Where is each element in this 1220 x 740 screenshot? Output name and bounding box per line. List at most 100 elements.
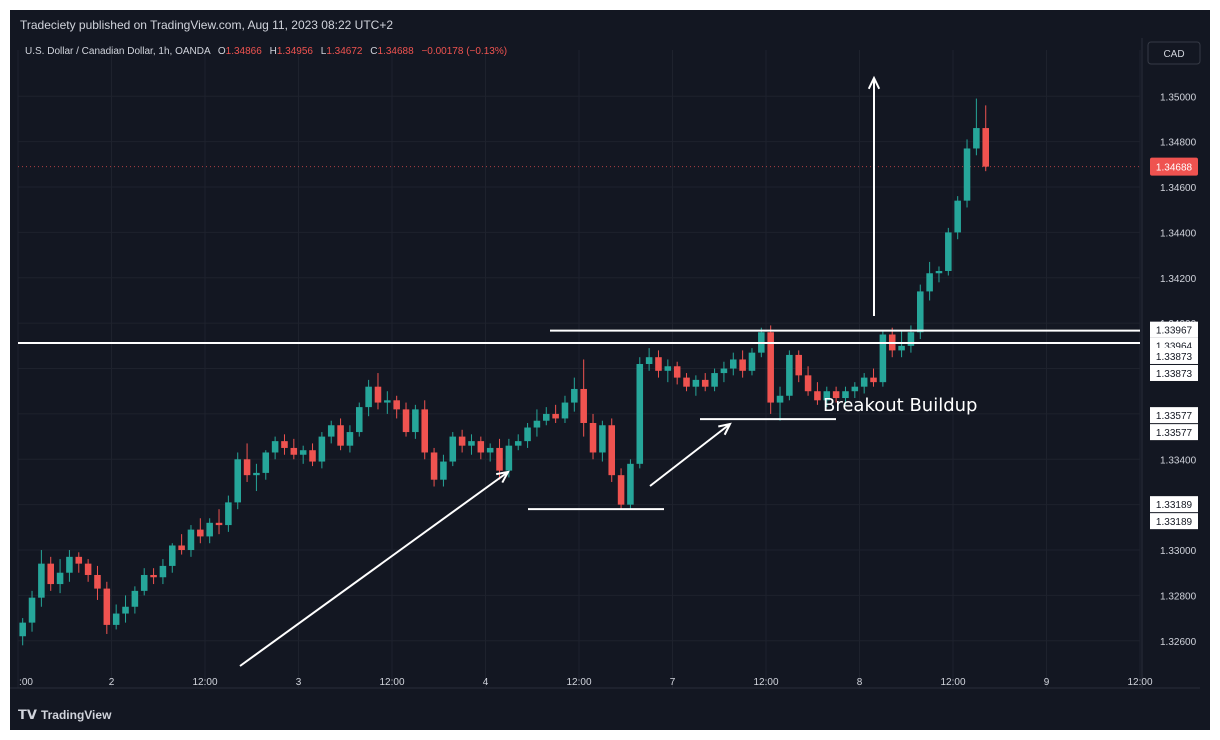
candle-body (178, 545, 185, 551)
breakout-buildup-label: Breakout Buildup (823, 395, 977, 416)
legend-c-label: C (370, 46, 377, 57)
level-price-label: 1.33189 (1156, 500, 1193, 511)
candle-body (617, 475, 625, 505)
candle-body (122, 606, 129, 614)
x-tick-label: 9 (1044, 677, 1050, 688)
candle-body (748, 352, 756, 371)
candle-body (608, 425, 615, 476)
candle-body (477, 441, 485, 453)
x-tick-label: 2 (109, 677, 115, 688)
candle-body (711, 373, 718, 387)
x-tick-label: 8 (857, 677, 863, 688)
level-price-label: 1.33964 (1156, 342, 1193, 353)
tradingview-logo[interactable]: 𝗧𝗩 TradingView (18, 707, 111, 723)
candle-body (337, 425, 344, 446)
legend-l-value: 1.34672 (326, 46, 363, 57)
currency-badge[interactable]: CAD (1147, 41, 1201, 65)
candle-body (786, 354, 793, 396)
candle-body (271, 441, 279, 453)
tv-logo-icon: 𝗧𝗩 (18, 707, 37, 722)
y-tick-label: 1.33000 (1160, 546, 1197, 557)
candle-body (28, 597, 36, 623)
candle-body (879, 334, 887, 383)
candle-body (599, 425, 606, 453)
candle-body (187, 529, 195, 551)
buildup-arrow-head (718, 422, 732, 436)
candle-body (917, 291, 924, 333)
candle-body (823, 391, 831, 401)
level-price-label: 1.33577 (1156, 411, 1193, 422)
x-tick-label: 4 (483, 677, 489, 688)
trend-arrow-shaft (239, 471, 509, 667)
candle-body (402, 409, 410, 433)
candle-body (318, 436, 326, 462)
publisher-line: Tradeciety published on TradingView.com,… (20, 18, 394, 32)
level-price-label: 1.33189 (1156, 517, 1193, 528)
y-tick-label: 1.34400 (1160, 228, 1197, 239)
candle-body (907, 332, 915, 346)
candle-body (561, 402, 569, 419)
candle-body (356, 407, 363, 433)
candle-body (103, 588, 111, 625)
candle-body (75, 556, 83, 564)
candle-body (973, 128, 980, 149)
candle-body (215, 522, 223, 526)
level-price-label: 1.33873 (1156, 369, 1193, 380)
candle-body (84, 563, 92, 575)
chart-grid (17, 50, 1141, 688)
candle-body (384, 400, 391, 403)
buildup-arrow-shaft (649, 423, 731, 487)
candle-body (486, 447, 494, 453)
candle-body (468, 441, 475, 446)
candle-body (870, 377, 877, 383)
candle-body (449, 436, 457, 462)
candle-body (66, 556, 73, 573)
candle-body (543, 413, 550, 421)
candle-body (243, 459, 251, 476)
candle-body (94, 574, 101, 589)
legend-symbol: U.S. Dollar / Canadian Dollar, 1h, OANDA (25, 46, 211, 57)
candle-body (440, 461, 447, 480)
current-price-badge (1150, 157, 1198, 176)
candle-body (458, 436, 466, 446)
candle-body (935, 270, 943, 274)
candle-body (421, 409, 428, 453)
candle-body (926, 273, 933, 292)
x-tick-label: 12:00 (1127, 677, 1152, 688)
legend-l-label: L (321, 46, 327, 57)
currency-label: CAD (1163, 49, 1184, 60)
level-price-label: 1.33577 (1156, 428, 1193, 439)
candle-body (851, 386, 859, 392)
candle-body (954, 200, 961, 233)
candle-body (253, 472, 260, 476)
candle-body (683, 377, 690, 387)
candle-body (412, 409, 419, 433)
breakout-arrow-head (867, 75, 881, 90)
candle-body (664, 366, 672, 371)
candle-body (832, 391, 840, 399)
candle-body (47, 563, 54, 585)
y-tick-label: 1.32800 (1160, 591, 1197, 602)
annotation-layer: Breakout Buildup (18, 75, 1140, 667)
level-price-tag (1150, 347, 1198, 364)
candle-body (627, 463, 634, 505)
price-chart[interactable]: Breakout Buildup 1.32600 1.32800 1.33000 1.… (10, 38, 1210, 700)
chart-panel (10, 10, 1210, 730)
x-tick-label: 7 (670, 677, 676, 688)
candle-body (589, 422, 597, 453)
candle-body (945, 232, 952, 271)
candles-layer (19, 98, 989, 646)
x-tick-label: 12:00 (192, 677, 217, 688)
candle-body (720, 368, 728, 374)
level-price-tag (1150, 513, 1198, 530)
candle-body (169, 545, 176, 566)
candle-body (982, 128, 989, 167)
candle-body (56, 572, 64, 585)
candle-body (730, 359, 737, 369)
candle-body (524, 427, 531, 442)
candle-body (505, 445, 513, 471)
candle-body (346, 432, 354, 446)
candle-body (112, 613, 120, 625)
legend-change: −0.00178 (−0.13%) (421, 46, 507, 57)
footer: 𝗧𝗩 TradingView (10, 700, 1210, 730)
